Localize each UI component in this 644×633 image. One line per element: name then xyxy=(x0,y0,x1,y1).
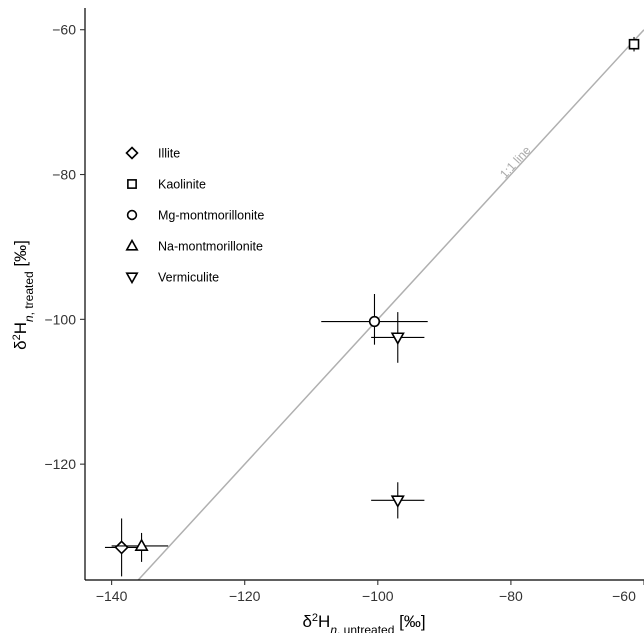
legend-marker-vermiculite xyxy=(125,272,139,285)
reference-line-group: 1:1 line xyxy=(137,29,644,581)
legend-label: Mg-montmorillonite xyxy=(158,209,264,223)
x-tick-label: −80 xyxy=(499,588,523,604)
x-tick-label: −120 xyxy=(229,588,261,604)
point-illite-1 xyxy=(104,518,142,577)
x-tick-label: −140 xyxy=(96,588,128,604)
legend-marker-mg-montmorillonite xyxy=(126,209,138,221)
point-na-montmorillonite-1 xyxy=(111,532,169,562)
marker-illite xyxy=(114,540,129,555)
axis-titles-group: δ2Hn, untreated [‰] δ2Hn, treated [‰] xyxy=(11,240,426,633)
marker-na-montmorillonite xyxy=(134,538,149,551)
legend-label: Illite xyxy=(158,147,180,161)
point-vermiculite-1 xyxy=(371,312,425,363)
legend-marker-kaolinite xyxy=(127,179,137,189)
point-vermiculite-2 xyxy=(371,482,425,519)
y-tick-label: −100 xyxy=(44,311,76,327)
legend-label: Kaolinite xyxy=(158,178,206,192)
y-tick-label: −80 xyxy=(52,167,76,183)
reference-line-label: 1:1 line xyxy=(497,143,534,181)
y-tick-label: −120 xyxy=(44,456,76,472)
x-tick-label: −60 xyxy=(612,588,636,604)
legend-item-vermiculite: Vermiculite xyxy=(125,271,219,285)
legend-label: Vermiculite xyxy=(158,271,219,285)
point-kaolinite-1 xyxy=(628,36,640,52)
marker-vermiculite xyxy=(390,495,405,508)
y-axis-title: δ2Hn, treated [‰] xyxy=(11,240,36,350)
x-axis-title: δ2Hn, untreated [‰] xyxy=(302,612,425,633)
y-tick-label: −60 xyxy=(52,22,76,38)
axes-group: −140 −120 −100 −80 −60 −120 −100 −80 −60 xyxy=(44,8,644,604)
legend-item-mg-montmorillonite: Mg-montmorillonite xyxy=(126,209,264,223)
legend-label: Na-montmorillonite xyxy=(158,240,263,254)
point-mg-montmorillonite-1 xyxy=(321,294,428,345)
legend-marker-na-montmorillonite xyxy=(125,238,139,251)
marker-mg-montmorillonite xyxy=(368,315,381,328)
legend: Illite Kaolinite Mg-montmorillonite Na-mont… xyxy=(125,146,264,285)
legend-marker-illite xyxy=(125,146,139,160)
x-tick-label: −100 xyxy=(362,588,394,604)
marker-kaolinite xyxy=(628,38,640,50)
legend-item-na-montmorillonite: Na-montmorillonite xyxy=(125,238,263,254)
legend-item-kaolinite: Kaolinite xyxy=(127,178,206,192)
legend-item-illite: Illite xyxy=(125,146,180,161)
marker-vermiculite xyxy=(390,332,405,346)
reference-line xyxy=(137,29,644,581)
data-points-group xyxy=(104,36,640,577)
